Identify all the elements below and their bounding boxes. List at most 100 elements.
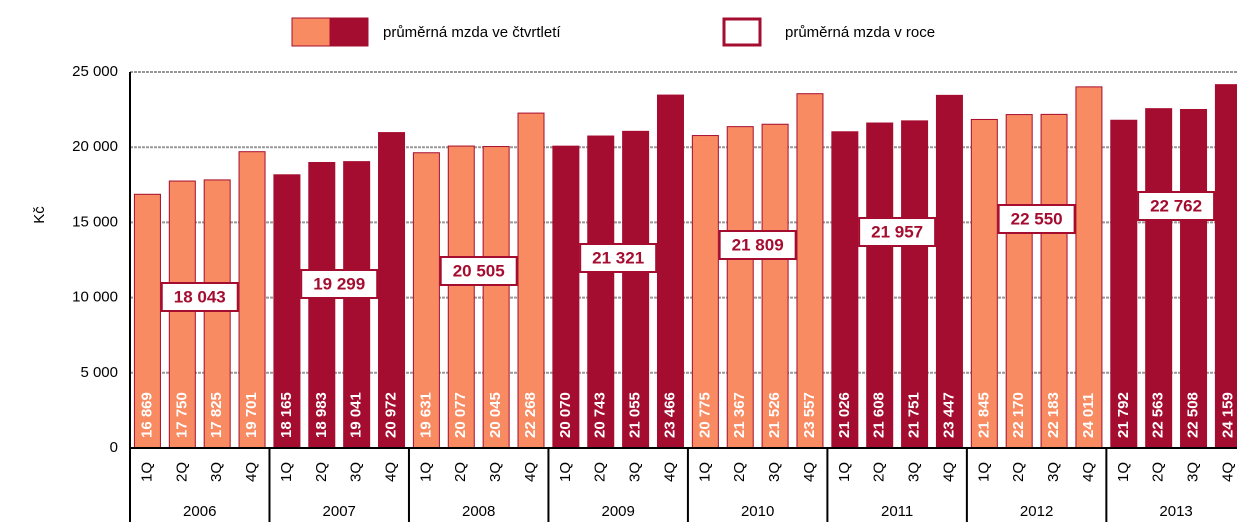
- legend-swatch-light: [291, 17, 331, 47]
- annual-label: 20 505: [453, 261, 505, 280]
- year-label: 2006: [183, 503, 216, 520]
- value-label: 22 508: [1185, 392, 1202, 438]
- y-tick-label: 15 000: [72, 213, 118, 230]
- y-tick-label: 25 000: [72, 63, 118, 80]
- value-label: 19 701: [243, 392, 260, 438]
- annual-box: [1137, 191, 1216, 221]
- year-label: 2012: [1020, 503, 1053, 520]
- x-tick-label: 2Q: [731, 462, 748, 482]
- annual-label: 18 043: [174, 287, 226, 306]
- x-tick-label: 3Q: [487, 462, 504, 482]
- x-tick-label: 4Q: [1219, 462, 1236, 482]
- value-label: 22 563: [1150, 392, 1167, 438]
- y-tick-label: 0: [110, 439, 118, 456]
- year-label: 2008: [462, 503, 495, 520]
- x-tick-label: 1Q: [975, 462, 992, 482]
- value-label: 20 743: [592, 392, 609, 438]
- x-tick-label: 1Q: [557, 462, 574, 482]
- value-label: 21 367: [731, 392, 748, 438]
- bar: [378, 132, 406, 449]
- x-tick-label: 4Q: [661, 462, 678, 482]
- value-label: 20 045: [487, 392, 504, 438]
- value-label: 23 447: [940, 392, 957, 438]
- value-label: 21 845: [975, 392, 992, 438]
- x-tick-label: 2Q: [313, 462, 330, 482]
- value-label: 17 750: [173, 392, 190, 438]
- annual-box: [579, 243, 658, 273]
- bar: [1180, 108, 1208, 449]
- value-label: 21 055: [627, 392, 644, 438]
- y-tick-label: 5 000: [80, 364, 118, 381]
- y-tick-label: 20 000: [72, 138, 118, 155]
- bar: [656, 94, 684, 449]
- annual-label: 21 957: [871, 222, 923, 241]
- annual-label: 22 762: [1150, 196, 1202, 215]
- bar: [587, 135, 615, 449]
- value-label: 23 466: [661, 392, 678, 438]
- bar: [901, 120, 929, 449]
- value-label: 20 972: [382, 392, 399, 438]
- bar: [691, 135, 719, 449]
- legend-swatch-dark: [329, 17, 369, 47]
- x-tick-label: 3Q: [348, 462, 365, 482]
- bar: [238, 151, 266, 449]
- x-tick-label: 4Q: [243, 462, 260, 482]
- value-label: 21 026: [836, 392, 853, 438]
- bar: [1040, 113, 1068, 449]
- annual-label: 21 809: [732, 235, 784, 254]
- bar: [1145, 108, 1173, 449]
- annual-label: 21 321: [592, 248, 644, 267]
- year-label: 2010: [741, 503, 774, 520]
- x-tick-label: 1Q: [836, 462, 853, 482]
- x-tick-label: 1Q: [138, 462, 155, 482]
- x-tick-label: 3Q: [906, 462, 923, 482]
- legend-label: průměrná mzda ve čtvrtletí: [383, 24, 561, 41]
- annual-box: [300, 269, 379, 299]
- bar: [447, 145, 475, 449]
- x-tick-label: 1Q: [278, 462, 295, 482]
- value-label: 24 011: [1080, 393, 1097, 438]
- x-tick-label: 3Q: [766, 462, 783, 482]
- bar: [343, 161, 371, 449]
- year-label: 2007: [323, 503, 356, 520]
- x-tick-label: 2Q: [1010, 462, 1027, 482]
- value-label: 22 268: [522, 392, 539, 438]
- bar: [482, 146, 510, 449]
- value-label: 21 751: [906, 392, 923, 438]
- year-label: 2013: [1159, 503, 1192, 520]
- x-tick-label: 2Q: [1150, 462, 1167, 482]
- value-label: 23 557: [801, 392, 818, 438]
- x-tick-label: 3Q: [208, 462, 225, 482]
- x-tick-label: 4Q: [940, 462, 957, 482]
- x-tick-label: 1Q: [417, 462, 434, 482]
- x-tick-label: 4Q: [522, 462, 539, 482]
- value-label: 16 869: [138, 392, 155, 438]
- value-label: 20 775: [696, 392, 713, 438]
- value-label: 21 608: [871, 392, 888, 438]
- annual-box: [997, 204, 1076, 234]
- x-tick-label: 4Q: [382, 462, 399, 482]
- value-label: 24 159: [1219, 392, 1236, 438]
- bar: [308, 161, 336, 449]
- value-label: 18 165: [278, 392, 295, 438]
- bar: [622, 130, 650, 449]
- bar: [203, 179, 231, 449]
- x-tick-label: 3Q: [627, 462, 644, 482]
- x-tick-label: 4Q: [1080, 462, 1097, 482]
- value-label: 18 983: [313, 392, 330, 438]
- value-label: 20 077: [452, 392, 469, 438]
- y-axis-label: Kč: [31, 206, 48, 224]
- value-label: 17 825: [208, 392, 225, 438]
- value-label: 20 070: [557, 392, 574, 438]
- bar: [273, 174, 301, 449]
- legend-swatch-annual: [722, 17, 762, 47]
- annual-box: [858, 217, 937, 247]
- year-label: 2011: [881, 503, 913, 520]
- x-tick-label: 1Q: [696, 462, 713, 482]
- annual-box: [439, 256, 518, 286]
- value-label: 21 526: [766, 392, 783, 438]
- bar: [168, 180, 196, 449]
- bar: [726, 126, 754, 449]
- x-tick-label: 2Q: [871, 462, 888, 482]
- legend-label: průměrná mzda v roce: [785, 24, 935, 41]
